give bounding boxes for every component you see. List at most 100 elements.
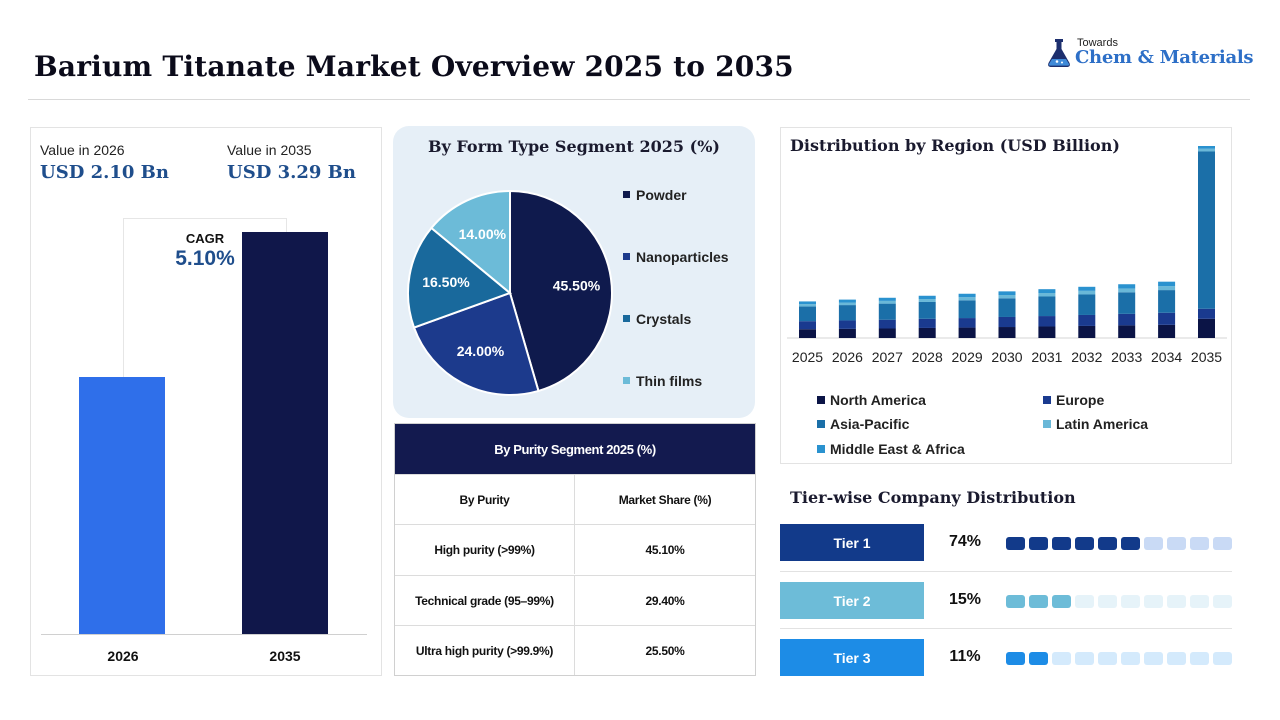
value-comparison-panel: Value in 2026 USD 2.10 Bn Value in 2035 … bbox=[30, 127, 382, 676]
value-2035: USD 3.29 Bn bbox=[227, 162, 356, 183]
progress-square bbox=[1144, 595, 1163, 608]
progress-square bbox=[1052, 595, 1071, 608]
bar-segment-middle-east-africa-2035 bbox=[1198, 146, 1215, 149]
x-tick-label: 2026 bbox=[832, 349, 863, 365]
tier-divider bbox=[780, 628, 1232, 629]
form-type-pie-panel: By Form Type Segment 2025 (%) 45.50% 24.0… bbox=[393, 126, 755, 418]
bar-segment-asia-pacific-2028 bbox=[918, 301, 936, 319]
bar-segment-middle-east-africa-2030 bbox=[998, 291, 1016, 296]
bar-segment-north-america-2025 bbox=[799, 329, 816, 338]
tier-row-2: Tier 2 15% bbox=[780, 582, 1232, 620]
bar-segment-middle-east-africa-2033 bbox=[1118, 284, 1136, 289]
x-tick-label: 2028 bbox=[912, 349, 943, 365]
progress-square bbox=[1052, 652, 1071, 665]
legend-swatch bbox=[817, 420, 825, 428]
bar-segment-north-america-2034 bbox=[1158, 324, 1176, 338]
bar-segment-north-america-2028 bbox=[918, 327, 936, 338]
legend-latin-america: Latin America bbox=[1043, 416, 1148, 432]
legend-swatch bbox=[623, 253, 630, 260]
legend-label: Europe bbox=[1056, 392, 1105, 408]
bar-segment-middle-east-africa-2028 bbox=[918, 295, 936, 300]
legend-north-america: North America bbox=[817, 392, 926, 408]
progress-square bbox=[1167, 537, 1186, 550]
bar-segment-europe-2029 bbox=[958, 318, 976, 328]
bar-segment-asia-pacific-2026 bbox=[838, 305, 856, 321]
brand-logo: Towards Chem & Materials bbox=[1044, 36, 1254, 72]
legend-label: Asia-Pacific bbox=[830, 416, 910, 432]
progress-square bbox=[1167, 652, 1186, 665]
progress-square bbox=[1052, 537, 1071, 550]
bar-segment-asia-pacific-2025 bbox=[799, 306, 816, 322]
cagr-label: CAGR bbox=[185, 231, 225, 246]
progress-square bbox=[1075, 652, 1094, 665]
table-cell: High purity (>99%) bbox=[395, 525, 575, 574]
bar-segment-north-america-2030 bbox=[998, 327, 1016, 338]
legend-swatch bbox=[1043, 396, 1051, 404]
pie-legend-nanoparticles: Nanoparticles bbox=[623, 249, 729, 265]
x-tick-label: 2027 bbox=[872, 349, 903, 365]
bar-segment-latin-america-2029 bbox=[958, 297, 976, 301]
column-header-share: Market Share (%) bbox=[618, 492, 712, 507]
progress-square bbox=[1075, 537, 1094, 550]
bar-segment-latin-america-2030 bbox=[998, 295, 1016, 299]
tier-row-1: Tier 1 74% bbox=[780, 524, 1232, 562]
legend-swatch bbox=[817, 445, 825, 453]
progress-square bbox=[1190, 652, 1209, 665]
header-divider bbox=[28, 99, 1250, 100]
progress-square bbox=[1029, 652, 1048, 665]
bar-segment-middle-east-africa-2026 bbox=[838, 299, 856, 303]
progress-square bbox=[1121, 537, 1140, 550]
table-cell: 25.50% bbox=[645, 643, 685, 658]
bar-segment-asia-pacific-2031 bbox=[1038, 296, 1056, 317]
table-row: High purity (>99%) 45.10% bbox=[395, 524, 755, 574]
table-row: Ultra high purity (>99.9%) 25.50% bbox=[395, 625, 755, 675]
tier-1-badge: Tier 1 bbox=[780, 524, 924, 561]
tier-2-percent: 15% bbox=[948, 591, 982, 608]
progress-square bbox=[1006, 537, 1025, 550]
logo-brand-text: Chem & Materials bbox=[1075, 47, 1254, 68]
table-cell: 29.40% bbox=[645, 593, 685, 608]
bar-segment-north-america-2031 bbox=[1038, 326, 1056, 338]
cagr-value: 5.10% bbox=[175, 247, 235, 270]
bar-segment-asia-pacific-2029 bbox=[958, 300, 976, 319]
progress-square bbox=[1144, 652, 1163, 665]
bar-segment-europe-2028 bbox=[918, 318, 936, 328]
bar-segment-latin-america-2026 bbox=[838, 302, 856, 306]
bar-label-2026: 2026 bbox=[107, 648, 139, 664]
page-title: Barium Titanate Market Overview 2025 to … bbox=[34, 50, 794, 83]
x-tick-label: 2025 bbox=[792, 349, 823, 365]
bar-segment-asia-pacific-2027 bbox=[878, 303, 896, 320]
bar-segment-latin-america-2035 bbox=[1198, 148, 1215, 152]
legend-label: North America bbox=[830, 392, 926, 408]
x-tick-label: 2029 bbox=[952, 349, 983, 365]
bar-segment-asia-pacific-2035 bbox=[1198, 151, 1215, 309]
progress-square bbox=[1167, 595, 1186, 608]
pie-data-label: 45.50% bbox=[553, 277, 601, 293]
region-distribution-panel: 2025 2026 2027 2028 2029 2030 2031 2032 2033 2034… bbox=[780, 127, 1232, 464]
x-tick-label: 2032 bbox=[1071, 349, 1102, 365]
progress-square bbox=[1144, 537, 1163, 550]
column-header-purity: By Purity bbox=[395, 475, 575, 524]
progress-square bbox=[1190, 537, 1209, 550]
tier-2-badge: Tier 2 bbox=[780, 582, 924, 619]
pie-data-label: 16.50% bbox=[422, 274, 470, 290]
legend-swatch bbox=[1043, 420, 1051, 428]
progress-square bbox=[1029, 537, 1048, 550]
bar-segment-middle-east-africa-2025 bbox=[799, 301, 816, 305]
pie-legend-label: Powder bbox=[636, 187, 687, 203]
pie-slice-powder bbox=[509, 189, 613, 393]
progress-square bbox=[1098, 537, 1117, 550]
legend-middle-east-africa: Middle East & Africa bbox=[817, 441, 965, 457]
bar-segment-latin-america-2027 bbox=[878, 300, 896, 304]
bar-segment-middle-east-africa-2029 bbox=[958, 293, 976, 298]
x-tick-label: 2034 bbox=[1151, 349, 1182, 365]
legend-asia-pacific: Asia-Pacific bbox=[817, 416, 909, 432]
tier-3-percent: 11% bbox=[949, 648, 981, 665]
value-2035-label: Value in 2035 bbox=[227, 142, 312, 158]
bar-axis-line bbox=[41, 634, 367, 635]
x-tick-label: 2035 bbox=[1191, 349, 1222, 365]
pie-chart-title: By Form Type Segment 2025 (%) bbox=[428, 137, 720, 156]
bar-segment-latin-america-2025 bbox=[799, 304, 816, 307]
legend-swatch bbox=[623, 191, 630, 198]
progress-square bbox=[1098, 595, 1117, 608]
